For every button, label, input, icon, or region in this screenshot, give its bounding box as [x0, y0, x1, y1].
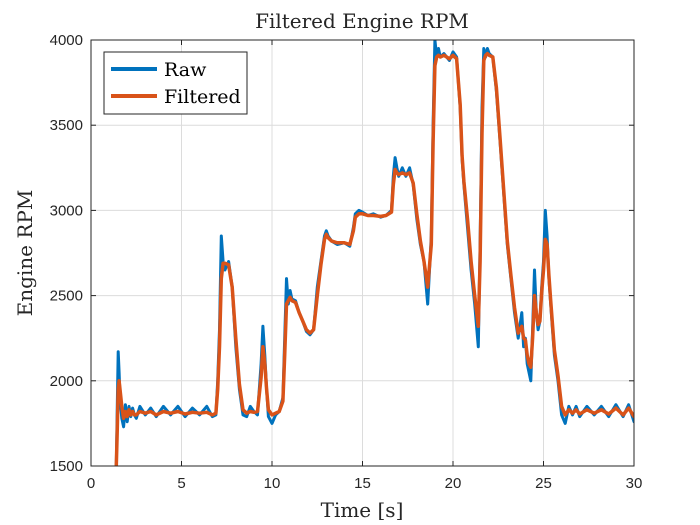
y-tick-label: 2000 [50, 373, 83, 390]
x-tick-label: 20 [445, 475, 462, 492]
axis-ticks: 0 5 10 15 20 25 30 1500 2000 2500 3000 3500 4000 [50, 32, 643, 492]
chart-title: Filtered Engine RPM [255, 9, 469, 33]
legend-box [103, 51, 248, 115]
y-tick-label: 2500 [50, 288, 83, 305]
legend-label-raw: Raw [164, 59, 207, 81]
x-tick-label: 10 [264, 475, 281, 492]
x-tick-label: 25 [535, 475, 552, 492]
series-layer [114, 40, 634, 466]
y-axis-label: Engine RPM [13, 190, 37, 317]
series-line-filtered [114, 51, 634, 466]
y-tick-label: 3500 [50, 117, 83, 134]
y-tick-label: 3000 [50, 202, 83, 219]
x-tick-label: 5 [177, 475, 185, 492]
x-tick-label: 30 [626, 475, 643, 492]
x-tick-label: 0 [87, 475, 95, 492]
legend: Raw Filtered [103, 51, 248, 115]
x-axis-label: Time [s] [321, 498, 404, 522]
y-tick-label: 1500 [50, 458, 83, 475]
legend-label-filtered: Filtered [164, 86, 241, 108]
x-tick-label: 15 [354, 475, 371, 492]
y-tick-label: 4000 [50, 32, 83, 49]
grid-lines [91, 40, 634, 466]
